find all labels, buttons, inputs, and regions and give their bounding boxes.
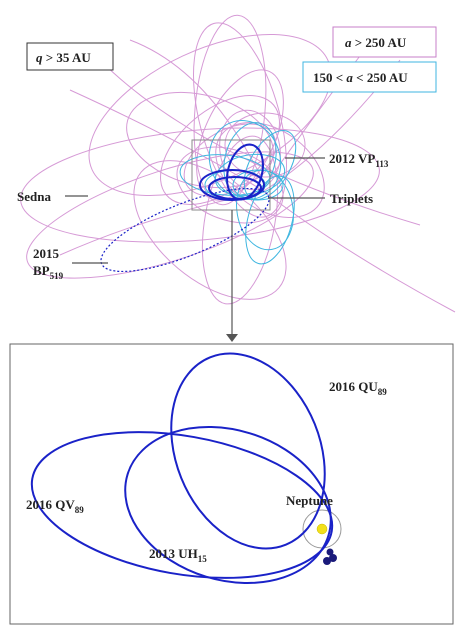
label-neptune: Neptune	[286, 493, 333, 508]
label-vp113: 2012 VP113	[329, 151, 389, 169]
orbit-qu89	[170, 352, 326, 550]
label-uh15: 2013 UH15	[149, 546, 207, 564]
pink-orbit	[20, 127, 380, 243]
cyan-orbit	[236, 169, 294, 251]
blue-orbit	[199, 169, 265, 201]
blue-orbits-top	[100, 143, 270, 273]
blue-orbits-zoom	[30, 352, 334, 585]
legend-q-rest: > 35 AU	[43, 50, 92, 65]
legend-a-mid-pre: 150 <	[313, 70, 346, 85]
bp519-orbit	[100, 187, 270, 273]
cyan-orbit	[223, 122, 277, 198]
orbit-qv89	[30, 431, 334, 579]
label-bp519: BP519	[33, 263, 64, 281]
cyan-orbit	[245, 175, 295, 265]
legend-a-large: a > 250 AU	[332, 26, 437, 58]
pink-orbit	[196, 69, 284, 201]
zoom-arrow-head	[226, 334, 238, 342]
pink-orbit	[99, 59, 421, 226]
label-sedna: Sedna	[17, 189, 51, 204]
pink-orbit	[133, 160, 287, 300]
triplet-dots	[323, 548, 337, 565]
legend-a-mid-var: a	[346, 70, 353, 85]
svg-text:150 < a < 250 AU: 150 < a < 250 AU	[313, 70, 408, 85]
object-dot	[329, 554, 337, 562]
pink-orbit	[88, 33, 332, 197]
legend-a-mid: 150 < a < 250 AU	[302, 61, 437, 93]
legend-q-var: q	[36, 50, 43, 65]
orbit-uh15	[124, 425, 332, 585]
label-bp519-year: 2015	[33, 246, 60, 261]
blue-orbit	[208, 176, 262, 200]
sun-icon	[316, 523, 328, 535]
zoom-region	[191, 139, 271, 211]
cyan-orbit	[232, 169, 284, 201]
object-dot	[323, 557, 331, 565]
leader-lines-top	[65, 157, 325, 335]
legend-a-large-var: a	[345, 35, 352, 50]
pink-orbit	[183, 123, 277, 197]
label-qv89: 2016 QV89	[26, 497, 84, 515]
cyan-orbit	[208, 120, 282, 200]
pink-orbit	[224, 112, 306, 178]
svg-text:a > 250 AU: a > 250 AU	[345, 35, 407, 50]
pink-orbit	[261, 189, 456, 313]
object-dot	[326, 548, 334, 556]
pink-orbit	[202, 135, 278, 305]
legend-a-mid-rest: < 250 AU	[353, 70, 408, 85]
pink-orbit	[176, 146, 284, 224]
legend-q: q > 35 AU	[26, 42, 114, 71]
label-qu89: 2016 QU89	[329, 379, 387, 397]
label-triplets: Triplets	[330, 191, 373, 206]
svg-text:q > 35 AU: q > 35 AU	[36, 50, 91, 65]
legend-a-large-rest: > 250 AU	[352, 35, 407, 50]
